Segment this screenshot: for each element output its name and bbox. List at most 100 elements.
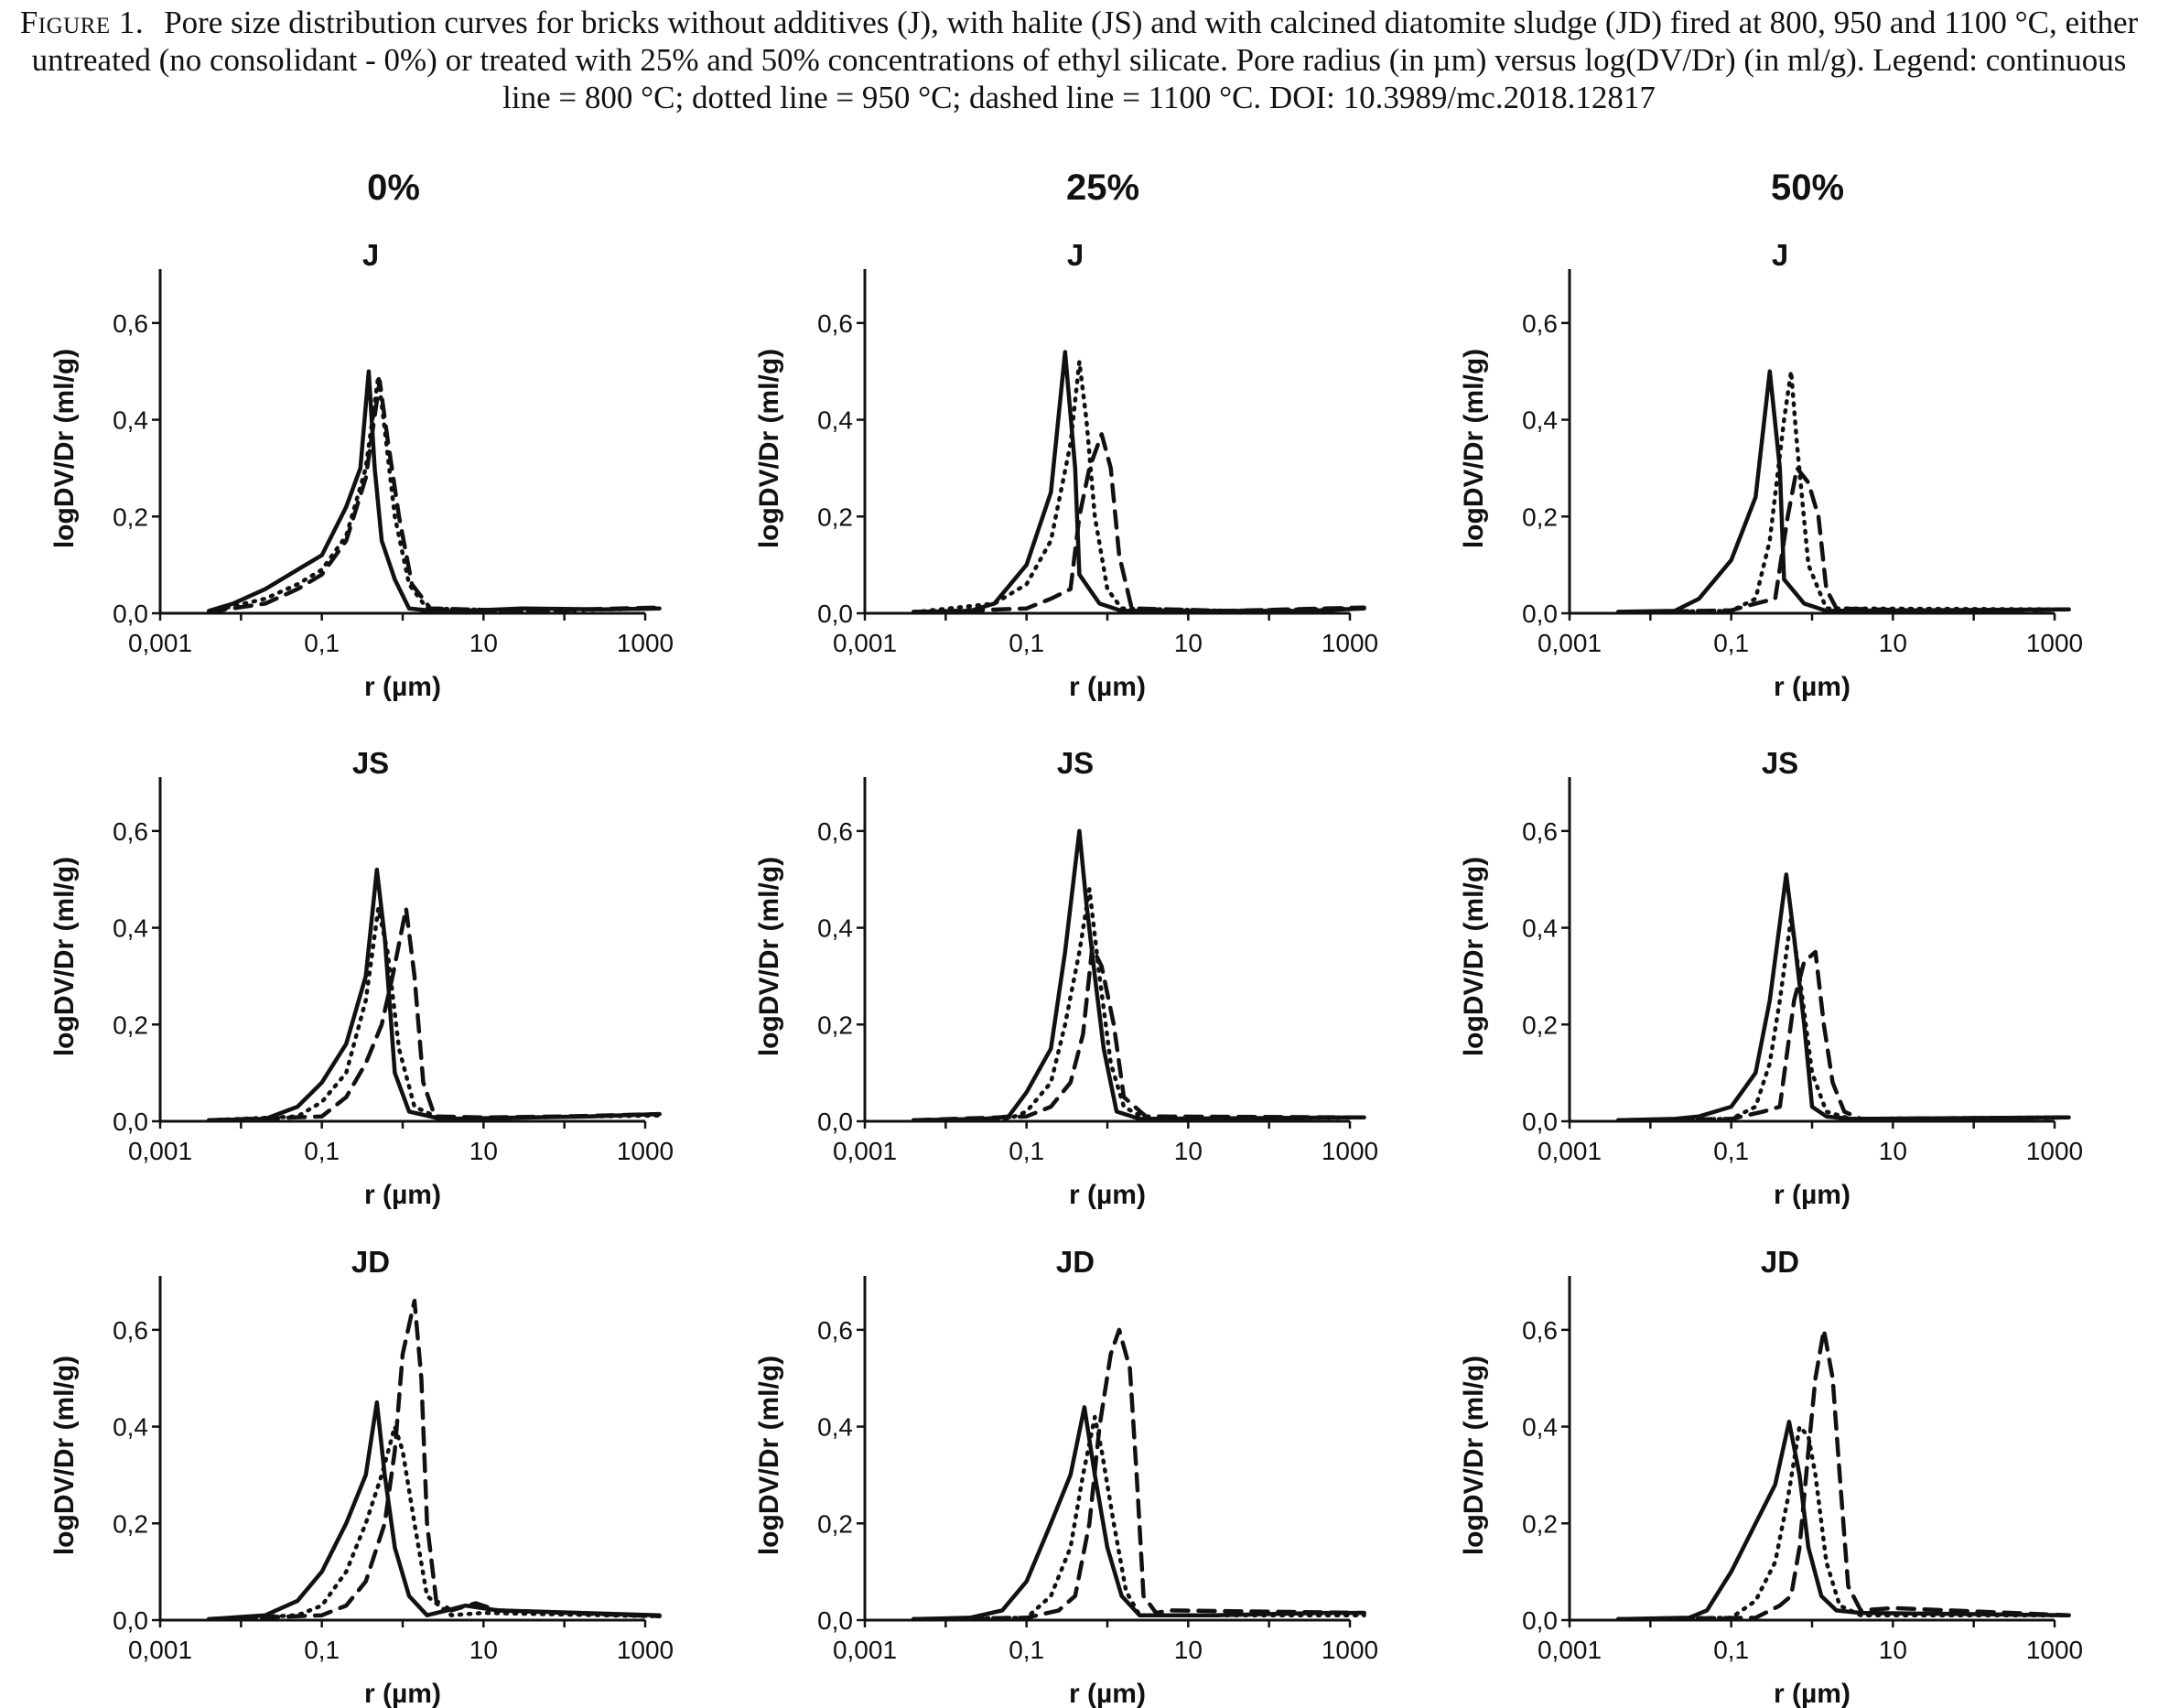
panel-js-1: 0,0 0,2 0,4 0,6 0,001 0,1 10 1000 JS r (µm) logDV/… xyxy=(49,746,674,1210)
column-title-3: 50% xyxy=(1771,168,1844,208)
x-tick-label: 10 xyxy=(1174,1137,1203,1165)
y-tick-label: 0,0 xyxy=(113,600,148,628)
series-dotted-line xyxy=(206,906,662,1123)
x-tick-label: 0,001 xyxy=(128,1636,192,1664)
panel-title: JD xyxy=(351,1245,390,1279)
y-tick-label: 0,6 xyxy=(1522,309,1558,338)
caption-text: Pore size distribution curves for bricks… xyxy=(31,5,2139,115)
x-tick-label: 10 xyxy=(469,1137,498,1165)
x-tick-label: 10 xyxy=(469,1636,498,1664)
x-tick-label: 0,1 xyxy=(304,1636,340,1664)
y-tick-label: 0,0 xyxy=(1522,1108,1558,1136)
panel-j-3: 0,0 0,2 0,4 0,6 0,001 0,1 10 1000 Jr (µm) logDV/D… xyxy=(1459,238,2083,702)
x-tick-label: 0,1 xyxy=(1009,629,1044,657)
figure-caption: Figure 1. Pore size distribution curves f… xyxy=(18,4,2140,116)
series-dashed-line xyxy=(911,432,1366,615)
panel-title: J xyxy=(1067,238,1084,272)
x-tick-label: 0,1 xyxy=(304,629,340,657)
series-dashed-line xyxy=(911,945,1366,1123)
series-dashed-line xyxy=(911,1327,1366,1622)
series-dotted-line xyxy=(1615,369,2071,615)
series-dotted-line xyxy=(1615,1424,2071,1622)
x-tick-label: 1000 xyxy=(1322,629,1378,657)
y-tick-label: 0,4 xyxy=(113,1413,148,1442)
panel-title: JS xyxy=(352,746,389,780)
y-tick-label: 0,6 xyxy=(1522,1316,1558,1345)
x-tick-label: 10 xyxy=(1879,629,1907,657)
panel-title: J xyxy=(362,238,379,272)
y-tick-label: 0,6 xyxy=(113,817,148,846)
panel-title: JS xyxy=(1057,746,1094,780)
series-solid-line xyxy=(911,828,1366,1123)
x-tick-label: 1000 xyxy=(2026,629,2083,657)
x-tick-label: 0,001 xyxy=(128,1137,192,1165)
x-tick-label: 0,001 xyxy=(1538,629,1602,657)
series-solid-line xyxy=(1615,1420,2071,1622)
column-titles: 0% 25% 50% xyxy=(367,168,1844,208)
x-tick-label: 1000 xyxy=(617,629,674,657)
y-tick-label: 0,2 xyxy=(1522,1011,1558,1039)
y-tick-label: 0,2 xyxy=(113,1509,148,1538)
x-tick-label: 0,001 xyxy=(833,1137,897,1165)
y-tick-label: 0,0 xyxy=(113,1108,148,1136)
y-axis-label: logDV/Dr (ml/g) xyxy=(1459,857,1489,1056)
x-axis-label: r (µm) xyxy=(1774,1679,1850,1708)
x-tick-label: 1000 xyxy=(2026,1636,2083,1664)
x-axis-label: r (µm) xyxy=(364,1180,441,1210)
x-tick-label: 0,1 xyxy=(1713,629,1749,657)
y-tick-label: 0,2 xyxy=(1522,1509,1558,1538)
y-tick-label: 0,0 xyxy=(817,1606,853,1635)
y-axis-label: logDV/Dr (ml/g) xyxy=(1459,1356,1489,1555)
y-tick-label: 0,0 xyxy=(1522,1606,1558,1635)
series-dashed-line xyxy=(1615,1327,2071,1622)
series-dashed-line xyxy=(1615,466,2071,615)
y-tick-label: 0,6 xyxy=(1522,817,1558,846)
x-tick-label: 0,1 xyxy=(304,1137,340,1165)
panel-j-1: 0,0 0,2 0,4 0,6 0,001 0,1 10 1000 Jr (µm) logDV/D… xyxy=(49,238,674,702)
x-tick-label: 1000 xyxy=(1322,1137,1378,1165)
x-axis-label: r (µm) xyxy=(1069,672,1146,702)
series-solid-line xyxy=(1615,872,2071,1123)
panel-j-2: 0,0 0,2 0,4 0,6 0,001 0,1 10 1000 Jr (µm) logDV/D… xyxy=(754,238,1378,702)
x-tick-label: 1000 xyxy=(617,1137,674,1165)
y-tick-label: 0,4 xyxy=(1522,1413,1558,1442)
x-tick-label: 1000 xyxy=(1322,1636,1378,1664)
series-dashed-line xyxy=(206,1298,662,1622)
y-tick-label: 0,6 xyxy=(113,309,148,338)
series-solid-line xyxy=(206,867,662,1123)
x-tick-label: 0,001 xyxy=(128,629,192,657)
series-dotted-line xyxy=(206,373,662,614)
panel-title: JS xyxy=(1762,746,1798,780)
y-tick-label: 0,4 xyxy=(113,406,148,435)
panel-js-2: 0,0 0,2 0,4 0,6 0,001 0,1 10 1000 JS r (µm) logDV/… xyxy=(754,746,1378,1210)
y-tick-label: 0,2 xyxy=(817,503,853,531)
y-tick-label: 0,6 xyxy=(817,309,853,338)
y-tick-label: 0,6 xyxy=(817,1316,853,1345)
y-axis-label: logDV/Dr (ml/g) xyxy=(754,1356,784,1555)
panel-title: J xyxy=(1772,238,1788,272)
panel-jd-3: 0,0 0,2 0,4 0,6 0,001 0,1 10 1000 JD r (µm) logDV/… xyxy=(1459,1245,2083,1708)
y-tick-label: 0,0 xyxy=(817,1108,853,1136)
x-axis-label: r (µm) xyxy=(364,1679,441,1708)
y-axis-label: logDV/Dr (ml/g) xyxy=(49,349,80,548)
x-tick-label: 0,001 xyxy=(833,1636,897,1664)
x-tick-label: 10 xyxy=(1879,1636,1907,1664)
series-dashed-line xyxy=(206,379,662,614)
x-tick-label: 10 xyxy=(1879,1137,1907,1165)
y-tick-label: 0,6 xyxy=(817,817,853,846)
y-tick-label: 0,4 xyxy=(1522,914,1558,943)
column-title-1: 0% xyxy=(367,168,420,208)
x-tick-label: 0,1 xyxy=(1713,1636,1749,1664)
x-tick-label: 1000 xyxy=(617,1636,674,1664)
series-dashed-line xyxy=(206,906,662,1123)
x-tick-label: 0,1 xyxy=(1009,1137,1044,1165)
series-dotted-line xyxy=(911,359,1366,615)
series-dotted-line xyxy=(1615,915,2071,1123)
x-axis-label: r (µm) xyxy=(1069,1180,1146,1210)
y-tick-label: 0,4 xyxy=(817,914,853,943)
y-tick-label: 0,2 xyxy=(113,503,148,531)
panel-title: JD xyxy=(1761,1245,1799,1279)
series-dotted-line xyxy=(911,1414,1366,1622)
y-tick-label: 0,4 xyxy=(113,914,148,943)
